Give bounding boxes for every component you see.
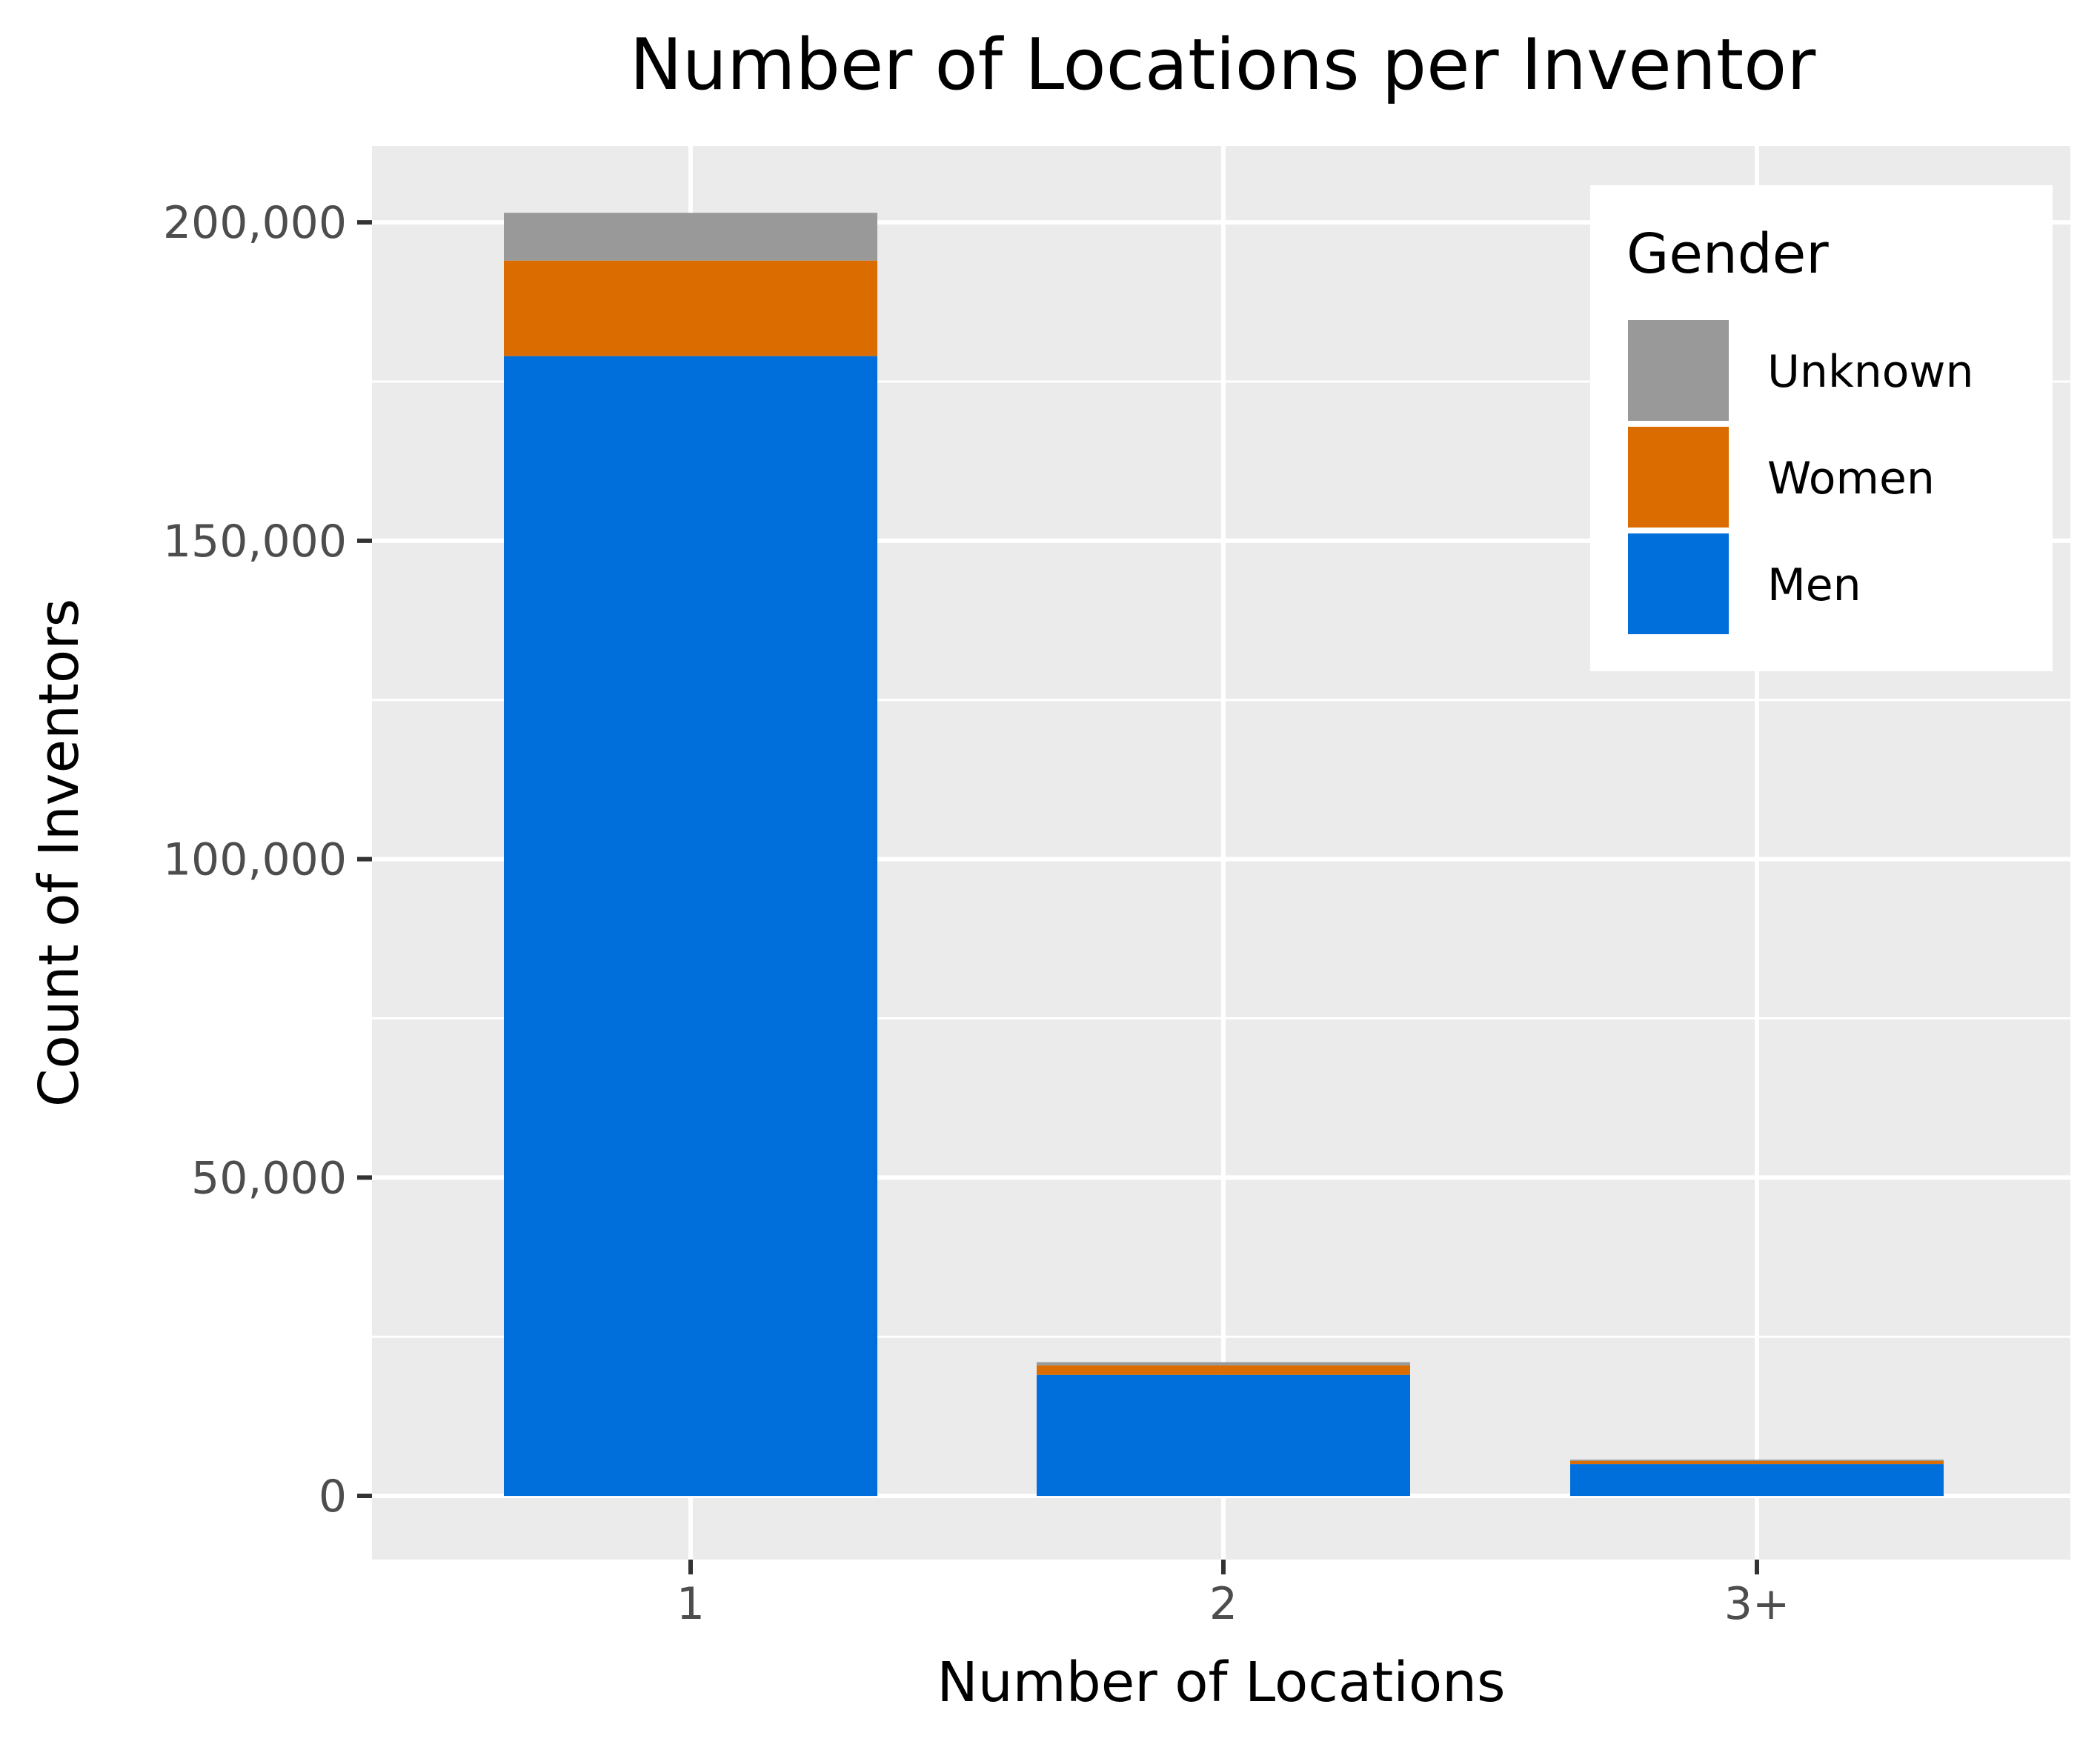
bar-unknown-3	[1570, 1460, 1944, 1461]
legend-items: Unknown Women Men	[1628, 320, 1974, 634]
y-tick-label: 0	[319, 1471, 347, 1523]
legend-key-unknown	[1628, 320, 1729, 421]
bar-unknown-1	[504, 213, 877, 261]
y-axis: 0 50,000 100,000 150,000 200,000	[163, 197, 372, 1523]
legend-label-unknown: Unknown	[1767, 346, 1974, 398]
chart-title: Number of Locations per Inventor	[630, 24, 1817, 106]
bar-unknown-2	[1037, 1362, 1410, 1365]
legend-label-men: Men	[1767, 559, 1861, 611]
y-tick-label: 150,000	[163, 516, 347, 568]
bar-men-3	[1570, 1464, 1944, 1497]
y-tick-label: 200,000	[163, 197, 347, 249]
legend-key-women	[1628, 427, 1729, 528]
legend-label-women: Women	[1767, 453, 1935, 505]
x-tick-label: 1	[677, 1578, 705, 1630]
y-tick-label: 100,000	[163, 834, 347, 886]
bar-women-3	[1570, 1460, 1944, 1465]
y-axis-title: Count of Inventors	[27, 599, 91, 1107]
y-tick-label: 50,000	[191, 1152, 347, 1204]
x-tick-label: 2	[1209, 1578, 1237, 1630]
legend-title: Gender	[1626, 222, 1829, 286]
legend-key-men	[1628, 533, 1729, 634]
legend: Gender Unknown Women Men	[1590, 185, 2053, 671]
bars	[504, 213, 1944, 1497]
bar-women-2	[1037, 1365, 1410, 1375]
x-axis: 1 2 3+	[677, 1560, 1790, 1630]
bar-men-2	[1037, 1374, 1410, 1497]
bar-women-1	[504, 260, 877, 356]
x-tick-label: 3+	[1724, 1578, 1790, 1630]
x-axis-title: Number of Locations	[937, 1651, 1505, 1714]
bar-men-1	[504, 356, 877, 1497]
